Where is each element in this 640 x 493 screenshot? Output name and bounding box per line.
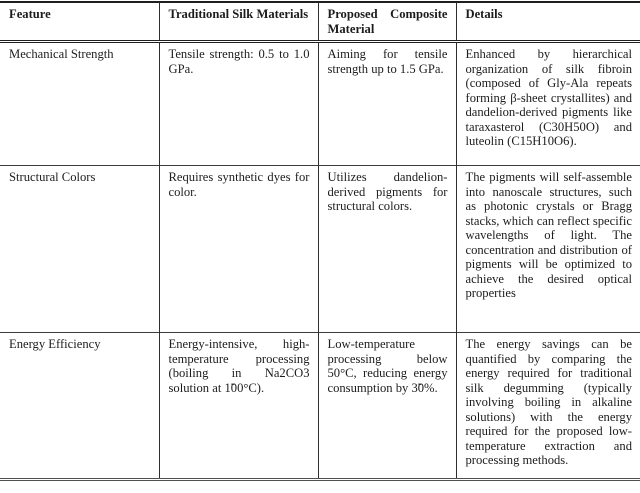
cell-traditional: Tensile strength: 0.5 to 1.0 GPa. (158, 41, 318, 166)
cell-feature: Mechanical Strength (9, 47, 114, 61)
cell-proposed: Utilizes dandelion-derived pigments for … (317, 165, 456, 333)
table-header: Feature Traditional Silk Materials Propo… (0, 2, 640, 42)
cell-traditional: Energy-intensive, high-temperature proce… (158, 332, 318, 480)
cell-feature: Energy Efficiency (9, 337, 101, 351)
table-row-energy-efficiency: Energy Efficiency Energy-intensive, high… (0, 332, 640, 480)
column-header-traditional-silk-materials: Traditional Silk Materials (158, 2, 318, 42)
cell-feature: Structural Colors (9, 170, 96, 184)
cell-details: The energy savings can be quantified by … (455, 332, 640, 480)
column-header-proposed-composite-material: Proposed Composite Material (317, 2, 456, 42)
column-header-details: Details (455, 2, 640, 42)
column-header-feature: Feature (9, 7, 51, 21)
cell-traditional: Requires synthetic dyes for color. (158, 165, 318, 333)
cell-proposed: Low-temperature processing below 50°C, r… (317, 332, 456, 480)
cell-details: The pigments will self-assemble into nan… (455, 165, 640, 333)
table-row-structural-colors: Structural Colors Requires synthetic dye… (0, 165, 640, 333)
cell-details: Enhanced by hierarchical organization of… (455, 41, 640, 166)
cell-proposed: Aiming for tensile strength up to 1.5 GP… (317, 41, 456, 166)
table-row-mechanical-strength: Mechanical Strength Tensile strength: 0.… (0, 41, 640, 166)
feature-comparison-table: Feature Traditional Silk Materials Propo… (0, 1, 640, 481)
header-row: Feature Traditional Silk Materials Propo… (0, 2, 640, 42)
table-body: Mechanical Strength Tensile strength: 0.… (0, 41, 640, 480)
